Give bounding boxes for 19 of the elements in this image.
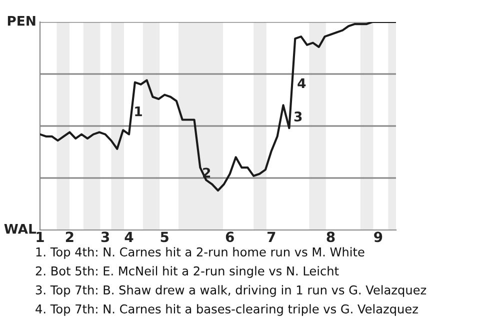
x-tick-label: 1 — [36, 232, 44, 242]
x-tick-label: 7 — [267, 232, 276, 242]
text: PEN — [8, 16, 36, 26]
text: WAL — [4, 224, 36, 234]
x-tick-label: 9 — [374, 232, 382, 242]
annotation: 4 — [298, 78, 306, 88]
x-tick-label: 5 — [160, 232, 168, 242]
annotation: 3 — [294, 112, 302, 122]
text: 2. Bot 5th: E. McNeil hit a 2-run single vs N. Leicht — [36, 266, 339, 278]
x-tick-label: 3 — [101, 232, 109, 242]
x-tick-label: 6 — [226, 232, 234, 242]
x-tick-label: 8 — [326, 232, 335, 242]
text: 1. Top 4th: N. Carnes hit a 2-run home run vs M. White — [36, 247, 364, 259]
text: 4. Top 7th: N. Carnes hit a bases-clearing triple vs G. Velazquez — [36, 304, 418, 316]
text: 3. Top 7th: B. Shaw drew a walk, driving in 1 run vs G. Velazquez — [36, 285, 426, 297]
annotation: 1 — [135, 106, 142, 116]
annotation: 2 — [203, 168, 210, 178]
x-tick-label: 2 — [66, 232, 74, 242]
x-tick-label: 4 — [124, 232, 134, 242]
